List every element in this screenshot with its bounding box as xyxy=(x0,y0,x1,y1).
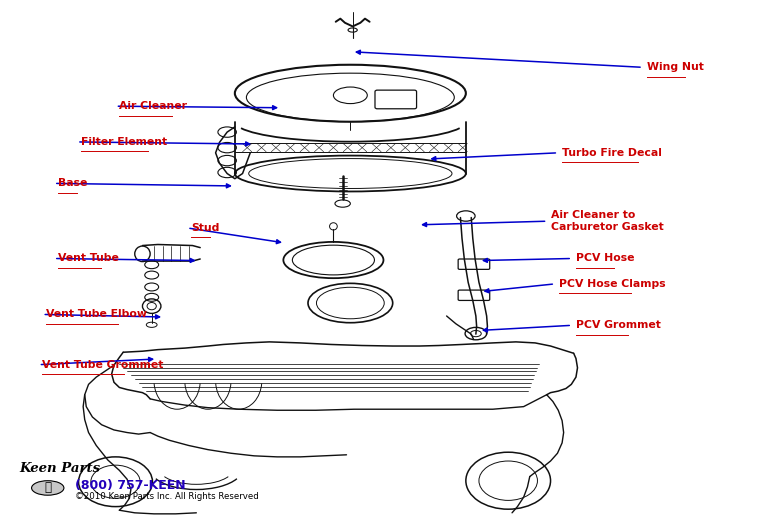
Text: PCV Grommet: PCV Grommet xyxy=(576,320,661,330)
Text: Air Cleaner: Air Cleaner xyxy=(119,101,187,111)
Text: Filter Element: Filter Element xyxy=(81,137,167,147)
Text: Vent Tube: Vent Tube xyxy=(58,253,119,264)
Text: (800) 757-KEEN: (800) 757-KEEN xyxy=(75,479,186,492)
Text: 🚗: 🚗 xyxy=(44,481,52,495)
Text: PCV Hose Clamps: PCV Hose Clamps xyxy=(559,279,665,289)
Text: Base: Base xyxy=(58,178,87,189)
Text: Vent Tube Elbow: Vent Tube Elbow xyxy=(46,309,147,320)
Text: ©2010 Keen Parts Inc. All Rights Reserved: ©2010 Keen Parts Inc. All Rights Reserve… xyxy=(75,492,259,501)
Text: Turbo Fire Decal: Turbo Fire Decal xyxy=(562,148,662,158)
Ellipse shape xyxy=(32,481,64,495)
Text: Wing Nut: Wing Nut xyxy=(647,62,704,73)
Text: Air Cleaner to
Carburetor Gasket: Air Cleaner to Carburetor Gasket xyxy=(551,210,664,232)
Text: Vent Tube Grommet: Vent Tube Grommet xyxy=(42,359,164,370)
Text: Keen Parts: Keen Parts xyxy=(19,462,100,476)
Text: Stud: Stud xyxy=(191,223,219,233)
Text: PCV Hose: PCV Hose xyxy=(576,253,634,264)
